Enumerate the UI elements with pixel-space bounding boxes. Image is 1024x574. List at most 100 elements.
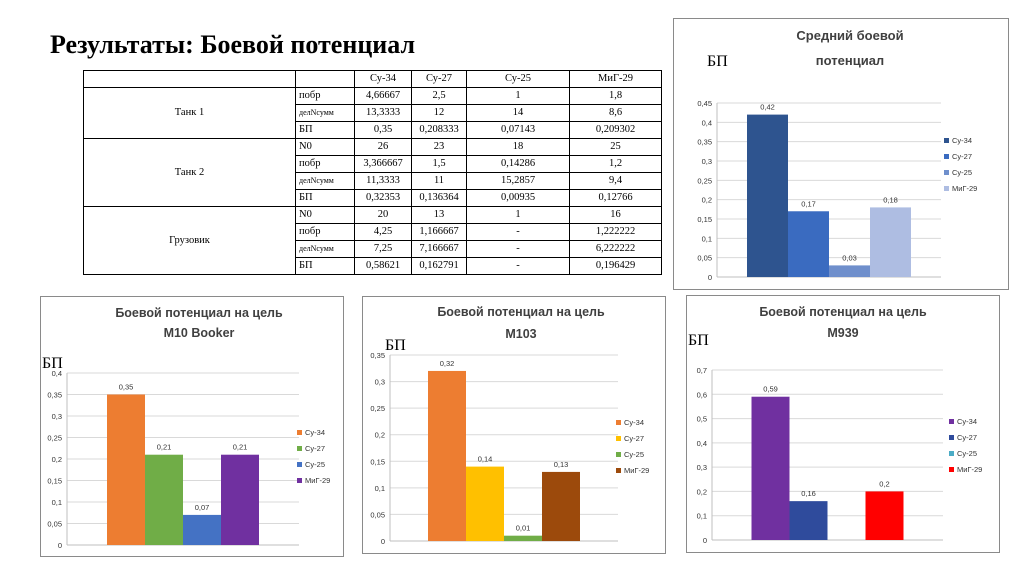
y-tick-label: 0,15 — [697, 215, 712, 224]
chart-title: Боевой потенциал на цель — [437, 305, 605, 319]
data-label: 0,16 — [801, 489, 816, 498]
legend-swatch — [616, 468, 621, 473]
y-tick-label: 0,35 — [697, 138, 712, 147]
y-tick-label: 0 — [703, 536, 707, 545]
results-table: Су-34 Су-27 Су-25 МиГ-29 Танк 1 побр 4,66667 2,… — [83, 70, 662, 275]
legend-entry: Су-25 — [305, 460, 325, 469]
table-cell: 13 — [411, 206, 467, 224]
legend-entry: Су-27 — [305, 444, 325, 453]
table-row-label: делNсумм — [295, 240, 355, 258]
legend-entry: Су-25 — [957, 449, 977, 458]
table-row: Танк 1 побр 4,66667 2,5 1 1,8 — [83, 87, 662, 139]
y-tick-label: 0,25 — [697, 176, 712, 185]
table-cell: 0,32353 — [354, 189, 412, 207]
table-group-label: Танк 1 — [83, 87, 296, 139]
y-tick-label: 0,4 — [697, 439, 707, 448]
data-label: 0,21 — [157, 443, 172, 452]
bar — [107, 394, 145, 545]
table-header-cell: Су-34 — [354, 70, 412, 88]
legend-entry: МиГ-29 — [957, 465, 982, 474]
table-cell: 14 — [466, 104, 570, 122]
table-cell: 0,35 — [354, 121, 412, 139]
table-cell: 9,4 — [569, 172, 662, 190]
table-cell: 15,2857 — [466, 172, 570, 190]
y-tick-label: 0,2 — [52, 455, 62, 464]
legend-swatch — [944, 186, 949, 191]
table-cell: 7,25 — [354, 240, 412, 258]
table-row: БП 0,58621 0,162791-0,196429 — [84, 257, 662, 275]
table-row: делNсумм 13,3333 12 14 8,6 — [84, 104, 662, 122]
chart-m10-booker: Боевой потенциал на цель M10 Booker 0 0,05 0… — [40, 296, 344, 557]
table-cell: 0,162791 — [411, 257, 467, 275]
table-cell: 0,14286 — [466, 155, 570, 173]
y-tick-label: 0,15 — [370, 457, 385, 466]
data-label: 0,32 — [440, 359, 455, 368]
table-row-label: делNсумм — [295, 172, 355, 190]
y-tick-label: 0,3 — [697, 463, 707, 472]
bar — [788, 211, 829, 277]
table-cell: 1,5 — [411, 155, 467, 173]
y-axis-label: БП — [42, 355, 63, 372]
chart-svg: Средний боевой потенциал 0 0,05 0,1 0,15 0,2 0,… — [697, 28, 977, 282]
legend-swatch — [944, 154, 949, 159]
table-row: делNсумм 7,25 7,166667-6,222222 — [84, 240, 662, 258]
table-cell: 0,196429 — [569, 257, 662, 275]
legend-swatch — [297, 478, 302, 483]
y-tick-label: 0,05 — [697, 254, 712, 263]
table-row-label: N0 — [295, 206, 355, 224]
legend-entry: Су-34 — [305, 428, 325, 437]
data-label: 0,35 — [119, 383, 134, 392]
legend-entry: МиГ-29 — [624, 466, 649, 475]
table-cell: 18 — [466, 138, 570, 156]
y-tick-label: 0,1 — [52, 498, 62, 507]
legend-swatch — [949, 419, 954, 424]
table-cell: 0,208333 — [411, 121, 467, 139]
table-cell: 26 — [354, 138, 412, 156]
table-cell: 1,2 — [569, 155, 662, 173]
y-tick-label: 0,05 — [370, 510, 385, 519]
table-group-label: Грузовик — [83, 206, 296, 275]
legend-entry: Су-27 — [952, 152, 972, 161]
table-group-label: Танк 2 — [83, 138, 296, 207]
y-tick-label: 0,7 — [697, 366, 707, 375]
legend-swatch — [616, 452, 621, 457]
data-label: 0,07 — [195, 503, 210, 512]
legend-swatch — [297, 446, 302, 451]
bar — [751, 396, 790, 540]
legend-entry: МиГ-29 — [305, 476, 330, 485]
table-row-label: БП — [295, 121, 355, 139]
data-label: 0,17 — [801, 199, 816, 208]
legend-swatch — [616, 420, 621, 425]
data-label: 0,01 — [516, 524, 531, 533]
legend-entry: Су-27 — [957, 433, 977, 442]
table-cell: 0,58621 — [354, 257, 412, 275]
chart-svg: Боевой потенциал на цель M103 0 0,05 0,1 0,15… — [370, 305, 649, 546]
legend-entry: МиГ-29 — [952, 184, 977, 193]
legend-swatch — [944, 138, 949, 143]
data-label: 0,18 — [883, 195, 898, 204]
bar — [865, 491, 904, 540]
data-label: 0,03 — [842, 253, 857, 262]
table-cell: 1 — [466, 206, 570, 224]
table-cell: 1,8 — [569, 87, 662, 105]
bar — [428, 370, 466, 541]
y-tick-label: 0,25 — [370, 404, 385, 413]
y-tick-label: 0,3 — [702, 157, 712, 166]
y-tick-label: 0,1 — [702, 234, 712, 243]
chart-m939: Боевой потенциал на цель M939 0 0,1 0,2 0,3 0,… — [686, 295, 1000, 553]
y-tick-label: 0,2 — [375, 431, 385, 440]
y-tick-label: 0,4 — [702, 118, 712, 127]
y-tick-label: 0,1 — [697, 512, 707, 521]
y-axis-label: БП — [688, 332, 709, 349]
table-cell: 11,3333 — [354, 172, 412, 190]
legend-swatch — [297, 430, 302, 435]
y-tick-label: 0 — [708, 273, 712, 282]
table-row-label: N0 — [295, 138, 355, 156]
y-tick-label: 0,6 — [697, 390, 707, 399]
chart-title: M939 — [827, 326, 858, 340]
table-cell: 11 — [411, 172, 467, 190]
table-cell: 0,12766 — [569, 189, 662, 207]
table-cell: 0,07143 — [466, 121, 570, 139]
table-header-cell: МиГ-29 — [569, 70, 662, 88]
legend-swatch — [616, 436, 621, 441]
